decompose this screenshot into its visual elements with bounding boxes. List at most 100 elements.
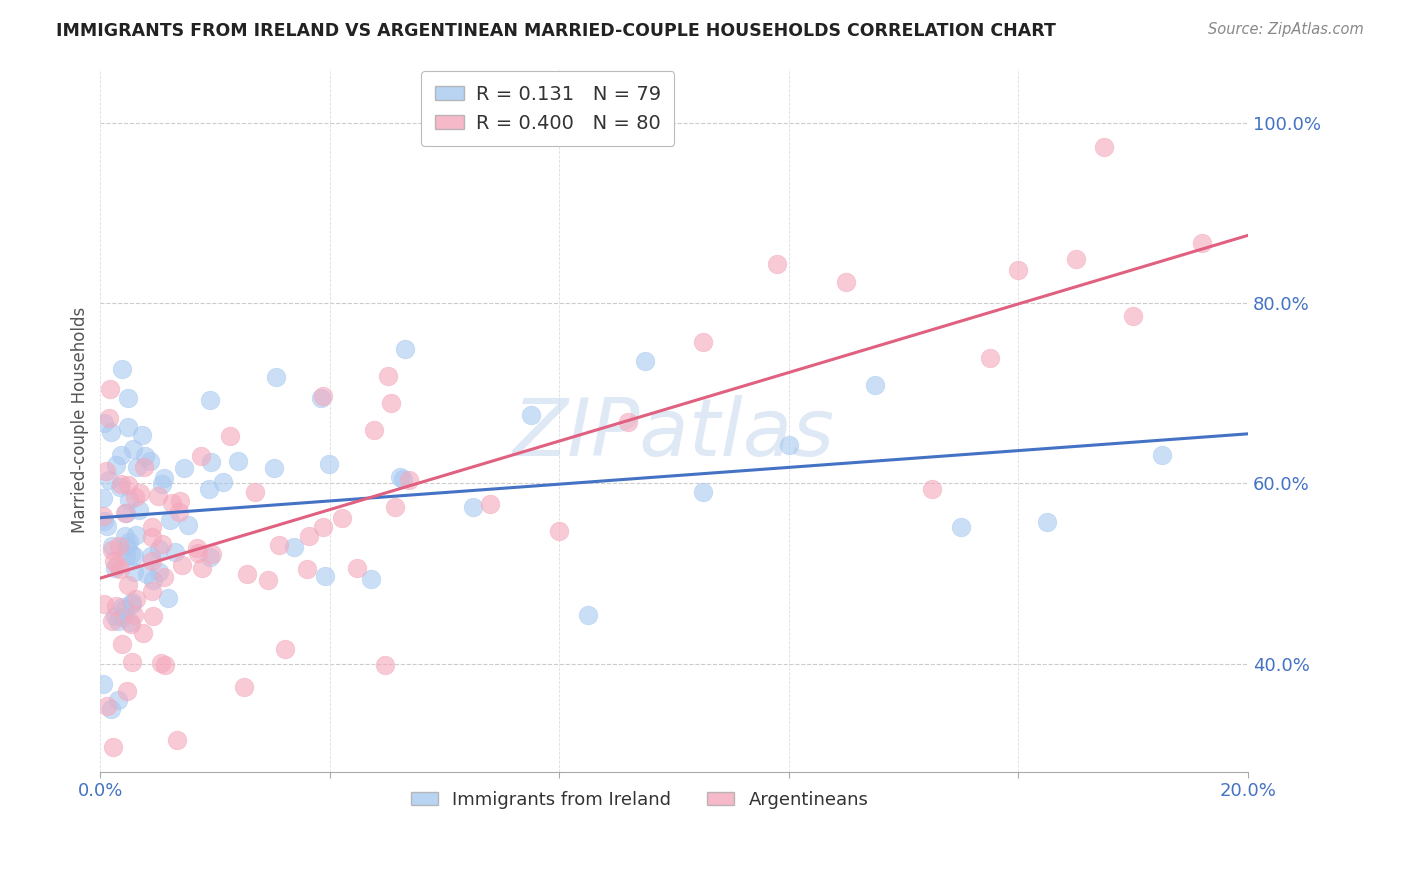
- Point: [120, 617, 142, 632]
- Point: [921, 482, 943, 496]
- Point: [692, 484, 714, 499]
- Point: [314, 569, 336, 583]
- Point: [107, 614, 129, 628]
- Point: [125, 527, 148, 541]
- Point: [115, 549, 138, 563]
- Point: [93, 417, 115, 431]
- Point: [104, 609, 127, 624]
- Point: [91, 491, 114, 505]
- Point: [380, 396, 402, 410]
- Point: [141, 530, 163, 544]
- Point: [98, 473, 121, 487]
- Point: [141, 584, 163, 599]
- Point: [463, 500, 485, 514]
- Point: [201, 548, 224, 562]
- Point: [115, 539, 138, 553]
- Point: [198, 549, 221, 564]
- Point: [121, 597, 143, 611]
- Point: [1191, 236, 1213, 251]
- Point: [153, 471, 176, 485]
- Point: [363, 423, 385, 437]
- Point: [101, 615, 124, 629]
- Point: [125, 459, 148, 474]
- Point: [173, 461, 195, 475]
- Point: [122, 442, 145, 456]
- Point: [177, 518, 200, 533]
- Point: [91, 508, 114, 523]
- Point: [617, 415, 640, 429]
- Point: [111, 362, 134, 376]
- Point: [148, 489, 170, 503]
- Point: [138, 454, 160, 468]
- Point: [548, 524, 571, 538]
- Point: [110, 480, 132, 494]
- Point: [233, 680, 256, 694]
- Point: [100, 702, 122, 716]
- Point: [297, 562, 319, 576]
- Point: [153, 569, 176, 583]
- Point: [141, 554, 163, 568]
- Point: [150, 477, 173, 491]
- Point: [120, 548, 142, 562]
- Point: [134, 450, 156, 464]
- Point: [263, 460, 285, 475]
- Point: [377, 369, 399, 384]
- Point: [135, 566, 157, 581]
- Point: [107, 693, 129, 707]
- Point: [1122, 309, 1144, 323]
- Point: [1007, 263, 1029, 277]
- Point: [226, 454, 249, 468]
- Point: [384, 500, 406, 514]
- Point: [129, 486, 152, 500]
- Point: [200, 454, 222, 468]
- Point: [104, 458, 127, 472]
- Point: [236, 567, 259, 582]
- Point: [120, 615, 142, 629]
- Point: [1092, 139, 1115, 153]
- Point: [149, 656, 172, 670]
- Point: [93, 597, 115, 611]
- Point: [115, 684, 138, 698]
- Text: ZIPatlas: ZIPatlas: [513, 395, 835, 474]
- Text: IMMIGRANTS FROM IRELAND VS ARGENTINEAN MARRIED-COUPLE HOUSEHOLDS CORRELATION CHA: IMMIGRANTS FROM IRELAND VS ARGENTINEAN M…: [56, 22, 1056, 40]
- Point: [155, 657, 177, 672]
- Point: [117, 391, 139, 405]
- Point: [98, 411, 121, 425]
- Point: [114, 506, 136, 520]
- Point: [117, 535, 139, 549]
- Point: [766, 257, 789, 271]
- Point: [191, 561, 214, 575]
- Point: [169, 493, 191, 508]
- Point: [692, 334, 714, 349]
- Point: [166, 733, 188, 747]
- Point: [128, 503, 150, 517]
- Point: [346, 561, 368, 575]
- Point: [114, 602, 136, 616]
- Point: [118, 493, 141, 508]
- Legend: Immigrants from Ireland, Argentineans: Immigrants from Ireland, Argentineans: [404, 783, 876, 816]
- Point: [245, 485, 267, 500]
- Point: [360, 573, 382, 587]
- Point: [141, 573, 163, 587]
- Point: [312, 519, 335, 533]
- Point: [374, 657, 396, 672]
- Point: [103, 554, 125, 568]
- Point: [110, 477, 132, 491]
- Point: [104, 561, 127, 575]
- Point: [121, 595, 143, 609]
- Point: [190, 450, 212, 464]
- Point: [98, 382, 121, 396]
- Point: [634, 353, 657, 368]
- Point: [257, 573, 280, 587]
- Point: [274, 642, 297, 657]
- Point: [187, 546, 209, 560]
- Point: [330, 511, 353, 525]
- Point: [1036, 515, 1059, 529]
- Point: [110, 448, 132, 462]
- Point: [1064, 252, 1087, 266]
- Point: [160, 496, 183, 510]
- Point: [124, 549, 146, 563]
- Point: [100, 425, 122, 439]
- Point: [200, 392, 222, 407]
- Point: [519, 409, 541, 423]
